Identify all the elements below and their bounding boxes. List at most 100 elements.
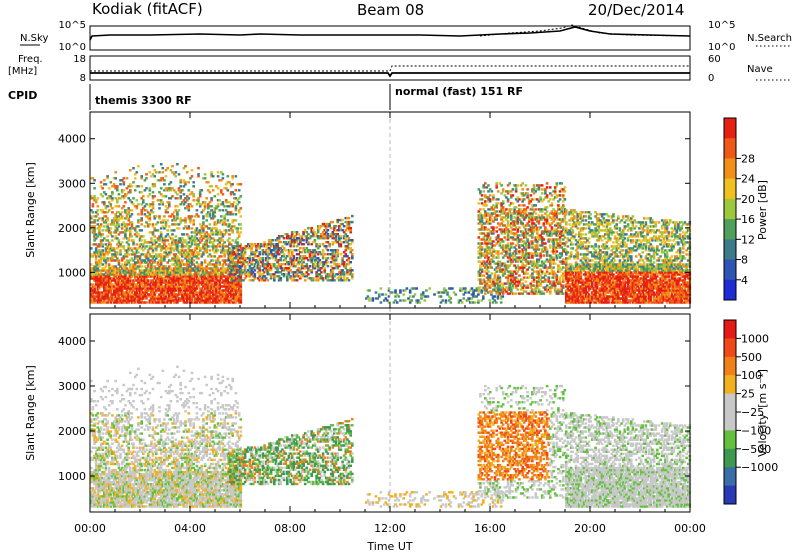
echo-cell	[143, 281, 147, 284]
echo-cell	[98, 273, 101, 276]
echo-cell	[177, 279, 181, 282]
echo-cell	[215, 269, 218, 272]
echo-cell	[159, 295, 163, 298]
echo-cell	[200, 239, 204, 242]
echo-cell	[116, 267, 119, 270]
echo-cell	[114, 187, 117, 190]
echo-cell	[299, 247, 302, 250]
echo-cell	[106, 217, 109, 220]
echo-cell	[292, 237, 296, 240]
echo-cell	[156, 263, 160, 266]
echo-cell	[310, 229, 313, 232]
echo-cell	[248, 247, 252, 250]
echo-cell	[508, 272, 511, 275]
echo-cell	[299, 239, 302, 242]
echo-cell	[151, 165, 155, 168]
echo-cell	[210, 263, 213, 266]
echo-cell	[194, 243, 197, 246]
echo-cell	[140, 293, 143, 296]
echo-cell	[163, 277, 166, 280]
echo-cell	[514, 190, 518, 193]
echo-cell	[116, 227, 119, 230]
echo-cell	[140, 291, 143, 294]
echo-cell	[226, 251, 230, 254]
echo-cell	[482, 254, 485, 257]
echo-cell	[200, 231, 204, 234]
echo-cell	[140, 295, 143, 298]
echo-cell	[484, 204, 487, 207]
echo-cell	[93, 251, 96, 254]
echo-cell	[303, 251, 307, 254]
echo-cell	[524, 290, 528, 293]
echo-cell	[479, 268, 482, 271]
echo-cell	[174, 205, 178, 208]
echo-cell	[156, 295, 160, 298]
echo-cell	[197, 283, 200, 286]
echo-cell	[187, 285, 191, 288]
echo-cell	[132, 293, 135, 296]
echo-cell	[297, 261, 300, 264]
echo-cell	[216, 221, 220, 224]
echo-cell	[477, 222, 481, 225]
echo-cell	[159, 227, 163, 230]
echo-cell	[269, 265, 273, 268]
echo-cell	[140, 239, 143, 242]
echo-cell	[506, 214, 510, 217]
echo-cell	[511, 202, 515, 205]
echo-cell	[205, 277, 208, 280]
echo-cell	[487, 266, 490, 269]
echo-cell	[236, 227, 239, 230]
echo-cell	[321, 251, 325, 254]
echo-cell	[497, 202, 500, 205]
echo-cell	[228, 201, 231, 204]
echo-cell	[268, 257, 271, 260]
echo-cell	[231, 177, 234, 180]
echo-cell	[176, 277, 179, 280]
echo-cell	[273, 249, 276, 252]
echo-cell	[495, 226, 498, 229]
freq-tick-top: 18	[73, 54, 86, 65]
echo-cell	[90, 215, 93, 218]
echo-cell	[146, 275, 150, 278]
echo-cell	[207, 227, 210, 230]
echo-cell	[261, 265, 265, 268]
echo-cell	[334, 239, 338, 242]
echo-cell	[271, 265, 274, 268]
echo-cell	[480, 274, 484, 277]
echo-cell	[91, 221, 95, 224]
echo-cell	[532, 270, 536, 273]
echo-cell	[485, 186, 489, 189]
echo-cell	[510, 196, 513, 199]
echo-cell	[96, 279, 100, 282]
echo-cell	[124, 209, 127, 212]
echo-cell	[151, 297, 155, 300]
echo-cell	[119, 231, 122, 234]
echo-cell	[500, 240, 503, 243]
echo-cell	[129, 267, 132, 270]
echo-cell	[510, 202, 513, 205]
echo-cell	[163, 301, 166, 304]
echo-cell	[205, 299, 208, 302]
echo-cell	[185, 289, 189, 292]
echo-cell	[176, 271, 179, 274]
echo-cell	[487, 184, 490, 187]
echo-cell	[161, 167, 165, 170]
echo-cell	[192, 267, 195, 270]
echo-cell	[523, 276, 526, 279]
echo-cell	[106, 301, 109, 304]
echo-cell	[99, 273, 103, 276]
echo-cell	[129, 285, 132, 288]
echo-cell	[207, 181, 210, 184]
echo-cell	[245, 261, 248, 264]
echo-cell	[521, 254, 524, 257]
echo-cell	[101, 301, 104, 304]
echo-cell	[125, 187, 129, 190]
echo-cell	[93, 279, 96, 282]
echo-cell	[243, 265, 247, 268]
echo-cell	[145, 271, 148, 274]
echo-cell	[94, 255, 98, 258]
echo-cell	[153, 285, 156, 288]
echo-cell	[93, 235, 96, 238]
echo-cell	[120, 287, 124, 290]
echo-cell	[237, 297, 241, 300]
